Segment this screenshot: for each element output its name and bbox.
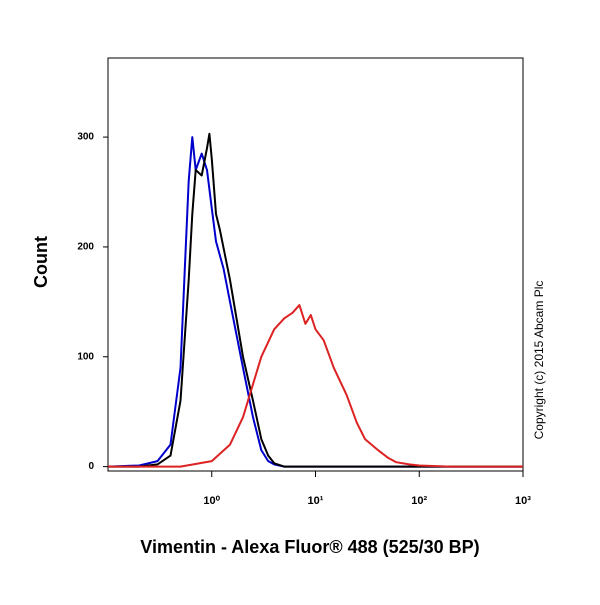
x-tick-label: 10²	[411, 495, 427, 507]
plot-frame	[107, 57, 524, 472]
x-axis-label: Vimentin - Alexa Fluor® 488 (525/30 BP)	[140, 537, 479, 557]
y-axis-label: Count	[31, 236, 51, 288]
y-tick-label: 0	[88, 461, 94, 472]
y-tick-label: 100	[77, 351, 94, 362]
copyright: Copyright (c) 2015 Abcam Plc	[532, 281, 546, 440]
x-tick-label: 10¹	[308, 495, 324, 507]
histogram-line	[108, 132, 523, 468]
histogram-line	[107, 136, 523, 468]
histogram-line	[108, 304, 523, 468]
x-tick-label: 10³	[515, 495, 531, 507]
x-tick-label: 10⁰	[203, 495, 220, 507]
y-tick-label: 200	[77, 242, 94, 253]
y-tick-label: 300	[77, 132, 94, 143]
